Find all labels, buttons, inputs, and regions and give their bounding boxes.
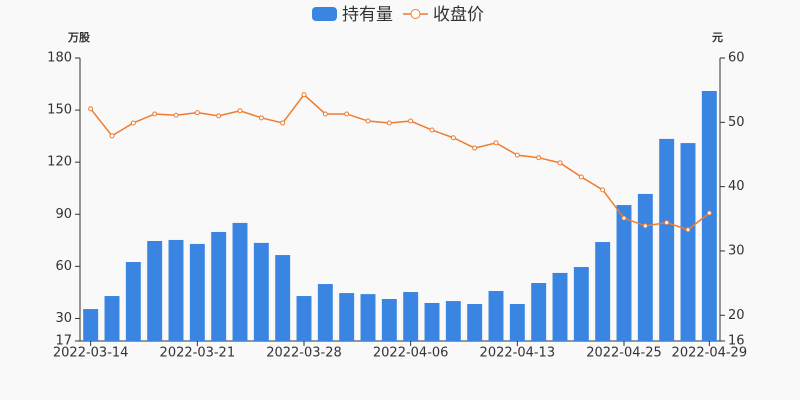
- bar: [275, 255, 291, 341]
- y2-tick-label: 50: [728, 115, 745, 130]
- bar: [147, 240, 163, 341]
- bar: [573, 267, 589, 341]
- bar: [424, 302, 440, 341]
- price-point: [429, 127, 435, 133]
- x-tick-label: 2022-04-29: [672, 346, 748, 361]
- price-point: [301, 92, 307, 98]
- price-point: [258, 115, 264, 121]
- x-tick-label: 2022-04-06: [373, 346, 449, 361]
- price-point: [88, 106, 94, 112]
- bar: [381, 298, 397, 341]
- x-tick-label: 2022-04-25: [586, 346, 662, 361]
- y-tick-label: 90: [55, 207, 72, 222]
- y-axis-label: 万股: [67, 31, 91, 44]
- price-point: [216, 113, 222, 119]
- price-point: [109, 133, 115, 139]
- price-point: [408, 118, 414, 124]
- y2-tick-label: 16: [728, 334, 745, 349]
- price-point: [365, 118, 371, 124]
- bar: [232, 222, 248, 341]
- price-point: [450, 135, 456, 141]
- bar: [616, 205, 632, 341]
- bar: [531, 283, 547, 341]
- legend-label: 收盘价: [433, 5, 484, 25]
- price-point: [493, 140, 499, 146]
- legend-swatch: [410, 9, 421, 19]
- price-point: [173, 112, 179, 118]
- bar: [403, 292, 419, 341]
- bar: [701, 90, 717, 341]
- price-point: [152, 111, 158, 117]
- x-tick-label: 2022-03-21: [160, 346, 236, 361]
- x-tick-label: 2022-03-14: [53, 346, 129, 361]
- y-tick-label: 17: [55, 334, 72, 349]
- y2-tick-label: 30: [728, 243, 745, 258]
- bar: [189, 243, 205, 341]
- bar: [168, 239, 184, 341]
- price-point: [130, 120, 136, 126]
- price-point: [344, 111, 350, 117]
- x-tick-label: 2022-04-13: [480, 346, 556, 361]
- y-tick-label: 120: [47, 155, 72, 170]
- bar: [467, 304, 483, 341]
- price-point: [322, 111, 328, 117]
- legend-swatch: [312, 7, 337, 21]
- bar: [339, 293, 355, 341]
- price-point: [472, 145, 478, 151]
- bar: [595, 242, 611, 341]
- y-tick-label: 150: [47, 103, 72, 118]
- bar: [125, 262, 141, 341]
- price-point: [578, 174, 584, 180]
- price-point: [280, 120, 286, 126]
- bar: [104, 296, 120, 341]
- price-point: [557, 160, 563, 166]
- bar: [552, 272, 568, 341]
- bar: [83, 309, 99, 341]
- price-point: [237, 108, 243, 114]
- price-point: [536, 155, 542, 161]
- price-point: [685, 227, 691, 233]
- bar: [509, 304, 525, 341]
- price-point: [642, 223, 648, 229]
- legend-label: 持有量: [342, 5, 393, 25]
- x-tick-label: 2022-03-28: [266, 346, 342, 361]
- y2-tick-label: 60: [728, 51, 745, 66]
- bar: [317, 284, 333, 341]
- bar: [637, 193, 653, 341]
- bar: [211, 231, 227, 341]
- y-tick-label: 60: [55, 259, 72, 274]
- y-tick-label: 180: [47, 51, 72, 66]
- bar: [253, 242, 269, 341]
- y-tick-label: 30: [55, 311, 72, 326]
- bar: [360, 294, 376, 341]
- y2-tick-label: 20: [728, 308, 745, 323]
- price-point: [706, 210, 712, 216]
- price-point: [664, 220, 670, 226]
- price-point: [386, 120, 392, 126]
- price-line: [90, 93, 710, 231]
- bar: [296, 296, 312, 341]
- y2-tick-label: 40: [728, 179, 745, 194]
- bar: [680, 143, 696, 341]
- price-point: [600, 187, 606, 193]
- bar: [445, 301, 461, 341]
- bar: [659, 138, 675, 341]
- price-point: [514, 152, 520, 158]
- price-point: [621, 215, 627, 221]
- bar: [488, 290, 504, 341]
- y2-axis-label: 元: [712, 31, 723, 44]
- price-point: [194, 110, 200, 116]
